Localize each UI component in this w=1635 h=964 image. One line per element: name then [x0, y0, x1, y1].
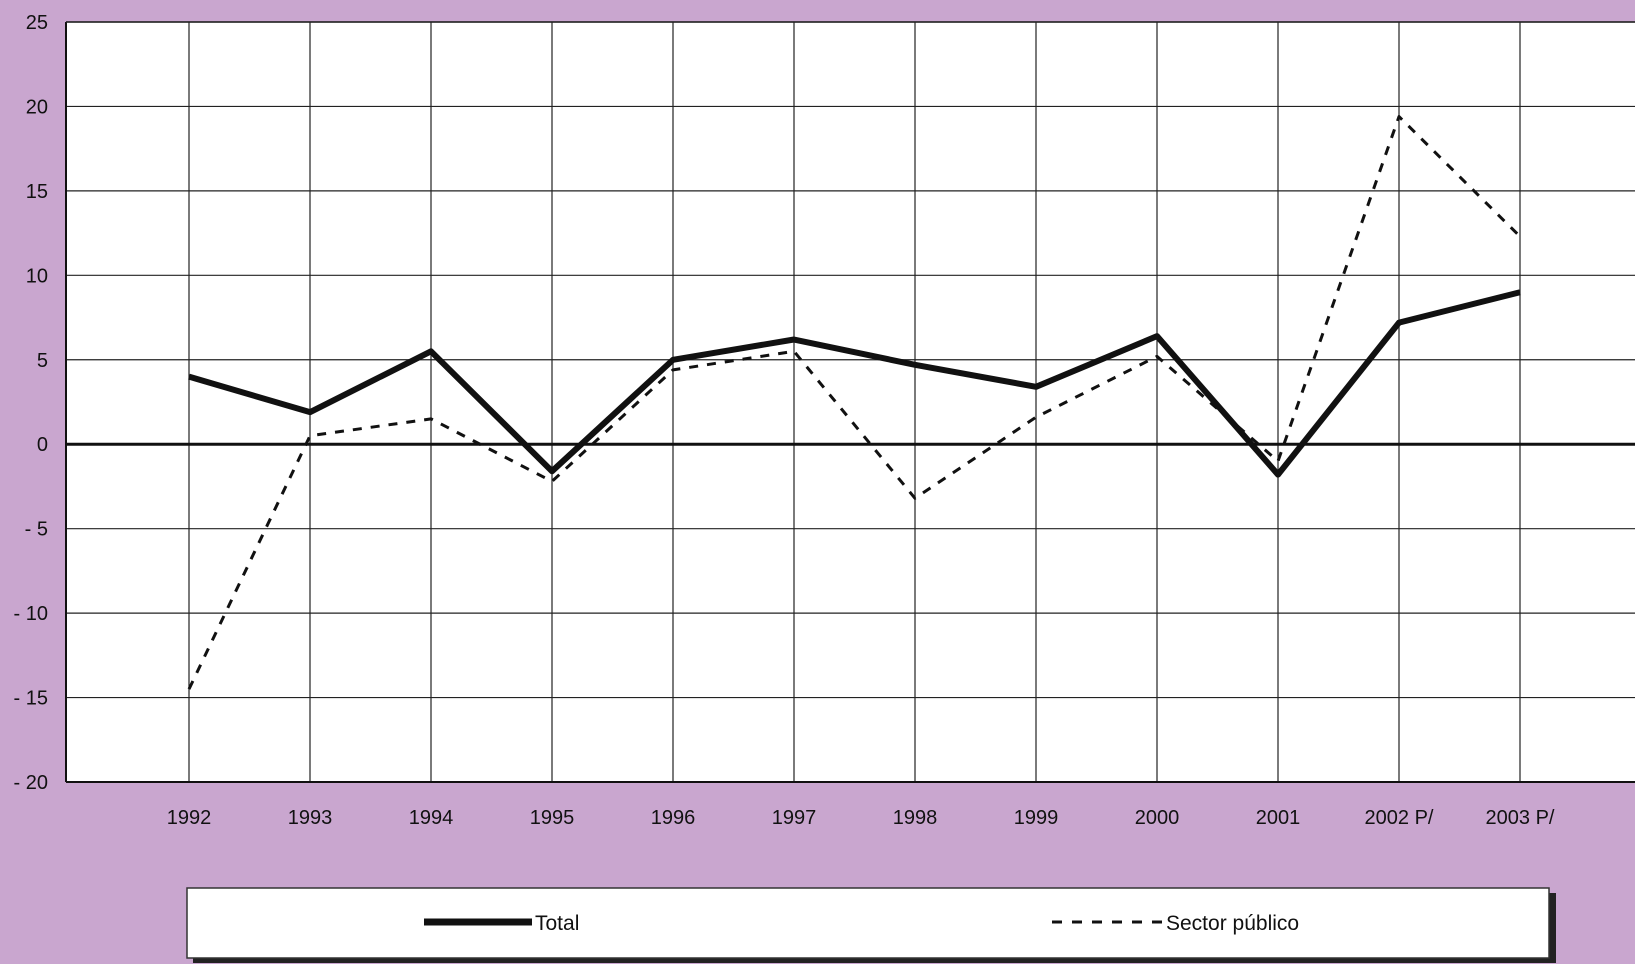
x-tick-label: 1992	[167, 807, 212, 829]
x-tick-label: 2001	[1256, 807, 1301, 829]
x-tick-label: 1996	[651, 807, 696, 829]
y-tick-label: 20	[26, 96, 48, 118]
legend: Total Sector público	[186, 887, 1556, 963]
x-tick-label: 1994	[409, 807, 454, 829]
x-tick-label: 1999	[1014, 807, 1059, 829]
y-tick-label: 5	[37, 350, 48, 372]
x-tick-labels: 1992 1993 1994 1995 1996 1997 1998 1999 2000 2001…	[167, 807, 1555, 829]
y-tick-label: 15	[26, 181, 48, 203]
y-tick-label: 10	[26, 265, 48, 287]
y-tick-label: - 10	[14, 603, 48, 625]
y-tick-label: - 20	[14, 772, 48, 794]
legend-label-total: Total	[535, 912, 579, 935]
y-tick-label: 25	[26, 12, 48, 34]
series-line-total	[188, 289, 1521, 478]
axes	[65, 21, 1635, 783]
grid	[66, 21, 1635, 783]
x-tick-label: 1993	[288, 807, 333, 829]
y-tick-label: 0	[37, 434, 48, 456]
legend-label-sector-publico: Sector público	[1166, 912, 1299, 935]
y-tick-label: - 5	[25, 519, 48, 541]
series-line-sector-publico	[187, 115, 1522, 690]
plot-area	[66, 22, 1635, 782]
x-tick-label: 1997	[772, 807, 817, 829]
x-tick-label: 1998	[893, 807, 938, 829]
series	[187, 115, 1522, 690]
y-tick-labels: 25 20 15 10 5 0 - 5 - 10 - 15 - 20	[14, 12, 48, 794]
x-tick-label: 2000	[1135, 807, 1180, 829]
x-tick-label: 2002 P/	[1365, 807, 1434, 829]
y-tick-label: - 15	[14, 688, 48, 710]
x-tick-label: 2003 P/	[1486, 807, 1555, 829]
legend-box	[186, 887, 1550, 959]
x-tick-label: 1995	[530, 807, 575, 829]
